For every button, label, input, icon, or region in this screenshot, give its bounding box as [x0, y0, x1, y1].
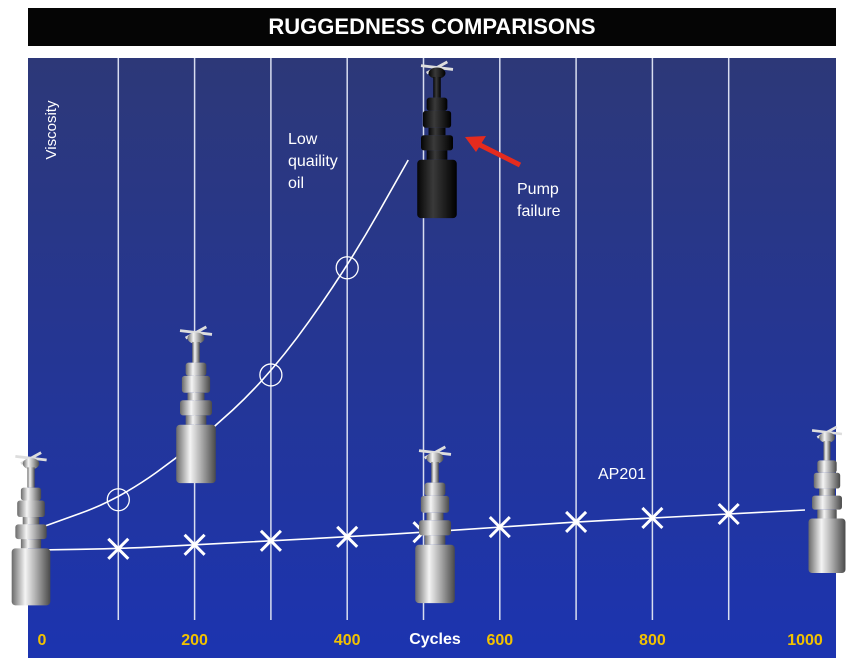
x-tick-label: 0: [38, 632, 47, 649]
series-label: oil: [288, 175, 304, 192]
x-tick-label: 600: [486, 632, 513, 649]
x-tick-label: 200: [181, 632, 208, 649]
x-tick-label: 1000: [787, 632, 823, 649]
annotation: Pump: [517, 181, 559, 198]
series-label: Low: [288, 131, 318, 148]
series-label: quaility: [288, 153, 338, 170]
y-axis-label: Viscosity: [43, 100, 60, 159]
x-axis-label: Cycles: [409, 631, 461, 648]
series-label: AP201: [598, 466, 646, 483]
x-tick-label: 400: [334, 632, 361, 649]
chart: RUGGEDNESS COMPARISONS Viscosity Cycles …: [0, 0, 846, 658]
annotation: failure: [517, 203, 561, 220]
chart-title: RUGGEDNESS COMPARISONS: [268, 14, 595, 39]
x-tick-label: 800: [639, 632, 666, 649]
